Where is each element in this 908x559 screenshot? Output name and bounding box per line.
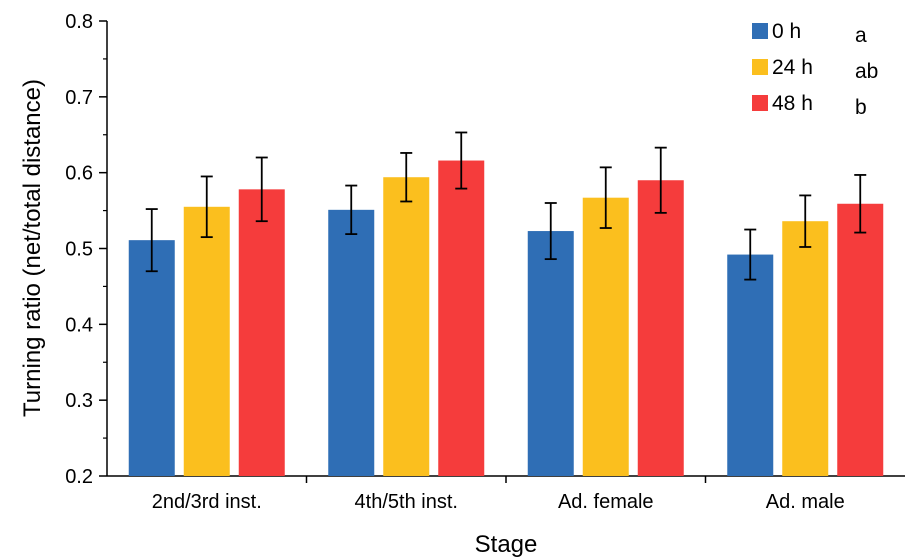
y-tick-label: 0.8: [65, 11, 93, 33]
bar: [837, 203, 884, 476]
bar: [637, 180, 684, 476]
x-tick-label: Ad. male: [766, 491, 845, 513]
bar: [383, 177, 430, 476]
legend-label: 0 h: [772, 20, 801, 43]
bar: [527, 231, 574, 476]
y-tick-label: 0.5: [65, 239, 93, 261]
x-axis-title: Stage: [475, 531, 538, 558]
y-tick-label: 0.2: [65, 466, 93, 488]
y-tick-label: 0.3: [65, 390, 93, 412]
y-ticks: 0.2 0.3 0.4 0.5 0.6 0.7 0.8: [65, 11, 107, 488]
bar: [582, 197, 629, 477]
legend: 0 h a 24 h ab 48 h b: [752, 20, 878, 119]
y-tick-label: 0.7: [65, 87, 93, 109]
y-tick-label: 0.4: [65, 314, 93, 336]
legend-label: 24 h: [772, 56, 813, 79]
bars: [128, 131, 884, 477]
legend-significance-letter: b: [855, 96, 867, 119]
y-tick-label: 0.6: [65, 163, 93, 185]
legend-significance-letter: ab: [855, 60, 878, 83]
y-axis-title: Turning ratio (net/total distance): [19, 79, 46, 417]
x-tick-label: 2nd/3rd inst.: [152, 491, 262, 513]
legend-swatch: [752, 59, 768, 75]
bar: [328, 209, 375, 476]
legend-label: 48 h: [772, 92, 813, 115]
bar: [238, 189, 285, 476]
bar: [128, 240, 175, 476]
bar: [782, 221, 829, 476]
x-tick-label: 4th/5th inst.: [355, 491, 458, 513]
legend-swatch: [752, 95, 768, 111]
legend-swatch: [752, 23, 768, 39]
bar: [438, 160, 485, 477]
bar: [727, 254, 774, 476]
x-tick-label: Ad. female: [558, 491, 654, 513]
legend-significance-letter: a: [855, 24, 867, 47]
x-ticks: 2nd/3rd inst. 4th/5th inst. Ad. female Ad. …: [152, 476, 845, 513]
bar: [183, 206, 230, 476]
